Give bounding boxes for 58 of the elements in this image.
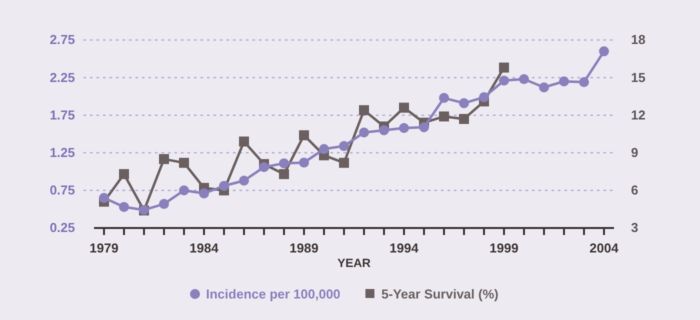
point bbox=[359, 127, 369, 138]
point bbox=[159, 154, 169, 164]
point bbox=[479, 92, 489, 102]
x-tick-label: 1989 bbox=[290, 240, 318, 256]
point bbox=[239, 136, 249, 147]
point bbox=[359, 105, 369, 116]
point bbox=[159, 198, 169, 209]
y-tick-label: 2.75 bbox=[50, 32, 75, 48]
point bbox=[419, 122, 429, 132]
point bbox=[119, 202, 129, 212]
point bbox=[279, 169, 289, 180]
point bbox=[559, 76, 569, 86]
point bbox=[339, 141, 349, 152]
point bbox=[119, 169, 129, 180]
point bbox=[339, 158, 349, 168]
point bbox=[299, 130, 309, 140]
point bbox=[259, 162, 269, 172]
x-tick-label: 1984 bbox=[190, 240, 220, 256]
point bbox=[499, 62, 509, 73]
point bbox=[99, 192, 109, 203]
point bbox=[399, 122, 409, 133]
point bbox=[379, 125, 389, 136]
legend-label: 5-Year Survival (%) bbox=[381, 286, 498, 302]
y-tick-label: 2.25 bbox=[50, 70, 75, 85]
point bbox=[319, 144, 329, 154]
y-tick-label: 0.75 bbox=[50, 182, 75, 198]
y2-tick-label: 18 bbox=[631, 32, 646, 48]
point bbox=[279, 158, 289, 168]
x-tick-label: 1979 bbox=[90, 240, 118, 256]
point bbox=[599, 46, 609, 56]
point bbox=[539, 82, 549, 92]
y2-tick-label: 15 bbox=[631, 70, 646, 85]
point bbox=[519, 74, 529, 84]
point bbox=[459, 114, 469, 124]
y2-tick-label: 12 bbox=[631, 107, 646, 122]
y2-tick-label: 3 bbox=[631, 220, 638, 236]
point bbox=[179, 185, 189, 196]
y2-tick-label: 6 bbox=[631, 182, 638, 198]
legend-label: Incidence per 100,000 bbox=[206, 286, 340, 302]
point bbox=[239, 176, 249, 186]
y-tick-label: 1.75 bbox=[50, 107, 75, 122]
x-tick-label: 1999 bbox=[490, 240, 518, 256]
point bbox=[399, 102, 409, 113]
point bbox=[179, 158, 189, 168]
point bbox=[439, 111, 449, 122]
point bbox=[579, 77, 589, 88]
y2-tick-label: 9 bbox=[631, 144, 638, 160]
x-tick-label: 2004 bbox=[590, 240, 620, 256]
point bbox=[199, 188, 209, 198]
x-tick-label: 1994 bbox=[390, 240, 420, 256]
point bbox=[439, 92, 449, 103]
y-tick-label: 0.25 bbox=[50, 220, 75, 236]
point bbox=[459, 98, 469, 108]
y-tick-label: 1.25 bbox=[50, 144, 75, 160]
point bbox=[219, 180, 229, 191]
x-axis-title: YEAR bbox=[337, 256, 371, 270]
point bbox=[499, 76, 509, 86]
point bbox=[299, 158, 309, 168]
